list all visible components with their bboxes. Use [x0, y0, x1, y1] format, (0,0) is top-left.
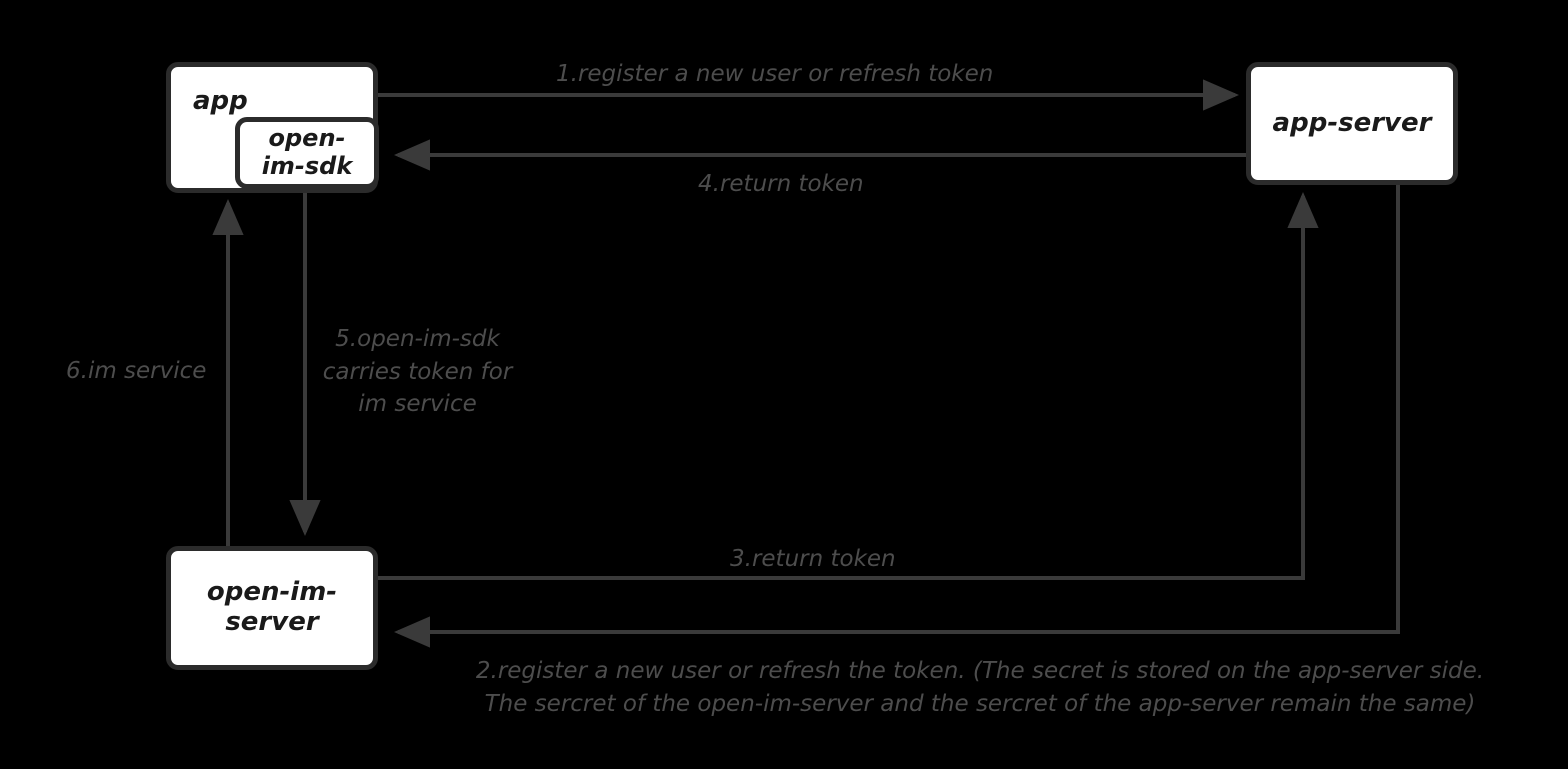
- node-app-server[interactable]: app-server: [1246, 62, 1458, 185]
- node-open-im-sdk-label: open- im-sdk: [261, 124, 353, 180]
- edge-2-appserver-to-imserver: [394, 185, 1400, 648]
- node-app-server-label: app-server: [1272, 107, 1432, 138]
- edge-3-imserver-to-appserver: [378, 192, 1319, 580]
- node-open-im-server[interactable]: open-im- server: [166, 546, 378, 670]
- edge-label-5: 5.open-im-sdk carries token for im servi…: [322, 326, 513, 418]
- edge-label-3: 3.return token: [730, 546, 896, 572]
- node-app-label: app: [193, 86, 248, 116]
- node-open-im-server-label: open-im- server: [206, 577, 338, 637]
- edge-label-4: 4.return token: [698, 171, 864, 197]
- edge-label-6: 6.im service: [66, 358, 207, 384]
- edge-label-2: 2.register a new user or refresh the tok…: [475, 658, 1485, 717]
- edge-label-1: 1.register a new user or refresh token: [556, 61, 994, 87]
- node-open-im-sdk[interactable]: open- im-sdk: [235, 117, 379, 189]
